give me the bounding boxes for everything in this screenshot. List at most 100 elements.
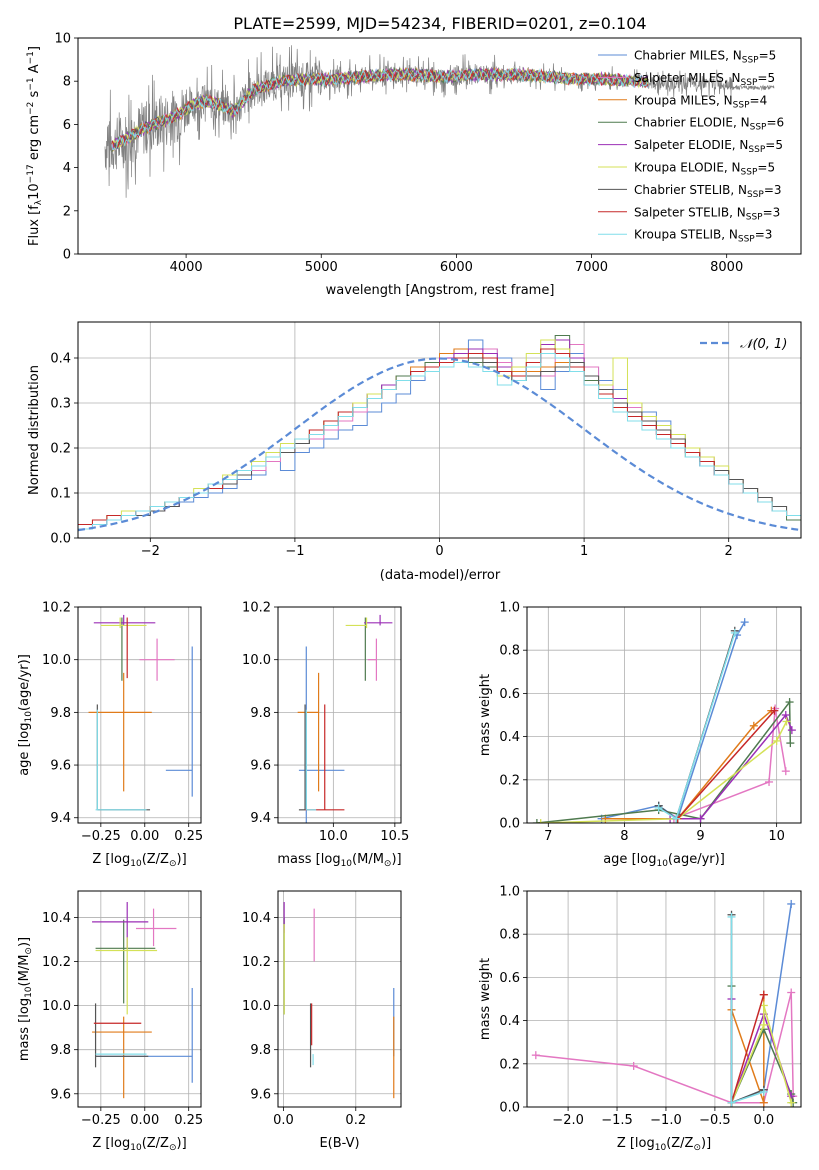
- y-tick-label: 9.6: [50, 1087, 71, 1102]
- y-tick-label: 9.8: [250, 706, 271, 721]
- legend-label: Salpeter STELIB, NSSP​=3: [634, 205, 780, 222]
- error-bar-point: [166, 647, 192, 797]
- y-axis-label: mass weight: [478, 674, 493, 756]
- x-tick-label: −1: [285, 544, 304, 559]
- weight-line: [732, 986, 794, 1103]
- y-axis-label: age [log10​(age/yr)]: [17, 654, 34, 776]
- axes-frame: [278, 607, 401, 823]
- y-tick-label: 0.2: [499, 1057, 520, 1072]
- error-bar-point: [299, 704, 305, 809]
- age-vs-Z-axes: −0.250.000.259.49.69.810.010.2Z [log10​(…: [17, 601, 203, 870]
- y-tick-label: 0: [63, 248, 71, 263]
- plus-marker: [760, 1099, 768, 1107]
- y-tick-label: 10.4: [242, 911, 271, 926]
- y-tick-label: 8: [63, 75, 71, 90]
- x-tick-label: 8: [620, 829, 628, 844]
- x-tick-label: −0.25: [81, 829, 121, 844]
- x-axis-label: (data-model)/error: [380, 568, 501, 583]
- error-bar-point: [96, 1003, 149, 1067]
- legend-label: Chabrier MILES, NSSP​=5: [634, 49, 776, 66]
- y-tick-label: 4: [63, 161, 71, 176]
- weight-line: [670, 715, 792, 819]
- x-tick-label: 0.00: [130, 829, 159, 844]
- x-axis-label: Z [log10​(Z/Z⊙​)]: [92, 1136, 186, 1153]
- error-bar-point: [306, 710, 316, 810]
- legend-label: Kroupa MILES, NSSP​=4: [634, 93, 767, 110]
- plus-marker: [786, 739, 794, 747]
- x-tick-label: 1: [580, 544, 588, 559]
- mass-vs-ebv-axes: 0.0 0.29.69.810.010.210.4E(B-V): [242, 891, 401, 1151]
- x-tick-label: −1.5: [601, 1113, 633, 1128]
- error-bar-point: [96, 988, 193, 1083]
- x-tick-label: 9: [696, 829, 704, 844]
- weight-vs-Z-axes: −2.0 −1.5 −1.0 −0.5 0.00.00.20.40.60.81.0Z […: [478, 885, 801, 1154]
- y-tick-label: 10.0: [42, 999, 71, 1014]
- y-tick-label: 1.0: [499, 601, 520, 616]
- x-axis-label: Z [log10​(Z/Z⊙​)]: [617, 1136, 711, 1153]
- plus-marker: [765, 778, 773, 786]
- error-bar-point: [364, 615, 392, 626]
- x-axis-label: Z [log10​(Z/Z⊙​)]: [92, 852, 186, 869]
- legend-label: Kroupa STELIB, NSSP​=3: [634, 228, 772, 245]
- error-bar-point: [96, 710, 147, 810]
- figure: PLATE=2599, MJD=54234, FIBERID=0201, z=0…: [0, 0, 819, 1170]
- y-tick-label: 0.4: [50, 352, 71, 367]
- legend-label: Chabrier ELODIE, NSSP​=6: [634, 116, 784, 133]
- x-tick-label: 10.0: [319, 829, 348, 844]
- x-tick-label: 7: [544, 829, 552, 844]
- y-tick-label: 1.0: [499, 885, 520, 900]
- y-tick-label: 2: [63, 204, 71, 219]
- y-tick-label: 0.0: [499, 1101, 520, 1116]
- plus-marker: [760, 991, 768, 999]
- weight-vs-age-plot-area: [533, 618, 796, 827]
- x-tick-label: 7000: [575, 260, 608, 275]
- x-tick-label: −2.0: [552, 1113, 584, 1128]
- age-vs-mass-plot-area: [298, 615, 393, 823]
- y-tick-label: 9.8: [50, 706, 71, 721]
- y-axis-label: Flux [fλ​10−17​ erg cm−2​ s−1​ A−1​]: [26, 46, 44, 246]
- mass-vs-Z-axes: −0.250.000.259.69.810.010.210.4Z [log10​…: [17, 891, 203, 1153]
- error-bar-point: [298, 673, 319, 792]
- plus-marker: [532, 1051, 540, 1059]
- axes-frame: [78, 607, 201, 823]
- y-tick-label: 0.2: [50, 442, 71, 457]
- axes-frame: [278, 891, 401, 1107]
- weight-line: [678, 711, 775, 819]
- y-tick-label: 0.1: [50, 487, 71, 502]
- x-axis-label: age [log10​(age/yr)]: [603, 852, 725, 869]
- mass-vs-Z-plot-area: [92, 902, 192, 1098]
- y-tick-label: 10: [54, 32, 71, 47]
- legend-label: Salpeter ELODIE, NSSP​=5: [634, 138, 783, 155]
- y-tick-label: 0.4: [499, 730, 520, 745]
- y-tick-label: 9.4: [50, 811, 71, 826]
- x-tick-label: −1.0: [650, 1113, 682, 1128]
- y-tick-label: 9.6: [250, 759, 271, 774]
- weight-vs-Z-plot-area: [532, 900, 797, 1107]
- y-tick-label: 0.4: [499, 1014, 520, 1029]
- x-tick-label: 5000: [305, 260, 338, 275]
- weight-line: [537, 702, 790, 823]
- y-tick-label: 9.6: [250, 1087, 271, 1102]
- x-tick-label: −0.25: [81, 1113, 121, 1128]
- axes-frame: [527, 607, 801, 823]
- y-axis-label: mass weight: [478, 958, 493, 1040]
- y-axis-label: Normed distribution: [27, 365, 42, 495]
- plus-marker: [741, 618, 749, 626]
- error-bar-point: [305, 704, 344, 809]
- x-tick-label: 8000: [710, 260, 743, 275]
- x-tick-label: 2: [725, 544, 733, 559]
- figure-title: PLATE=2599, MJD=54234, FIBERID=0201, z=0…: [233, 14, 646, 33]
- y-tick-label: 0.0: [499, 817, 520, 832]
- y-tick-label: 0.8: [499, 644, 520, 659]
- legend-label: Chabrier STELIB, NSSP​=3: [634, 183, 782, 200]
- x-axis-label: wavelength [Angstrom, rest frame]: [326, 283, 555, 298]
- y-tick-label: 10.2: [42, 955, 71, 970]
- y-tick-label: 9.8: [50, 1043, 71, 1058]
- error-bar-point: [346, 618, 367, 629]
- y-axis-label: mass [log10​(M/M⊙​)]: [17, 937, 34, 1061]
- y-tick-label: 0.6: [499, 971, 520, 986]
- error-bar-point: [94, 615, 156, 626]
- y-tick-label: 0.0: [50, 532, 71, 547]
- y-tick-label: 0.6: [499, 687, 520, 702]
- x-tick-label: 6000: [440, 260, 473, 275]
